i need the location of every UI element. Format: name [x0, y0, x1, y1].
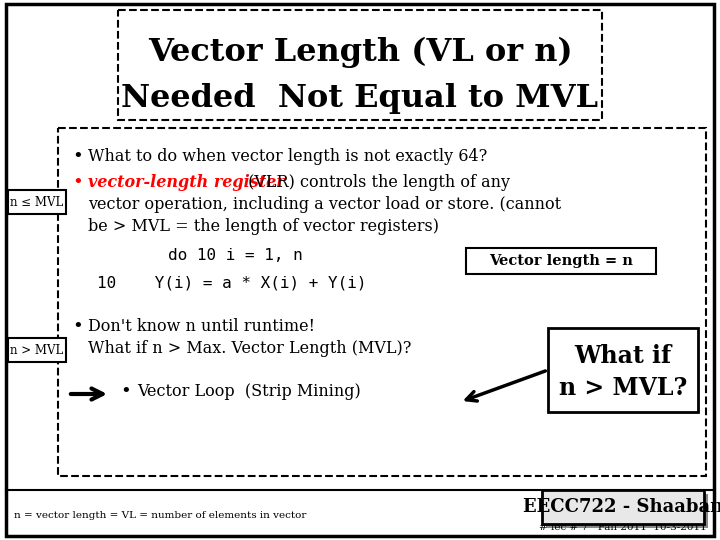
- Text: What if n > Max. Vector Length (MVL)?: What if n > Max. Vector Length (MVL)?: [88, 340, 411, 357]
- Bar: [8, 190, 66, 214]
- Text: Don't know n until runtime!: Don't know n until runtime!: [88, 318, 315, 335]
- Bar: [548, 328, 698, 412]
- Bar: [542, 490, 704, 524]
- Text: do 10 i = 1, n: do 10 i = 1, n: [168, 248, 302, 263]
- Text: Vector length = n: Vector length = n: [489, 254, 633, 268]
- Text: n > MVL?: n > MVL?: [559, 376, 687, 400]
- Bar: [466, 248, 656, 274]
- Bar: [546, 494, 708, 528]
- Text: # lec # 7   Fall 2011  10-3-2011: # lec # 7 Fall 2011 10-3-2011: [539, 523, 707, 531]
- Text: Vector Loop  (Strip Mining): Vector Loop (Strip Mining): [137, 383, 361, 400]
- Text: What if: What if: [575, 344, 672, 368]
- Text: be > MVL = the length of vector registers): be > MVL = the length of vector register…: [88, 218, 439, 235]
- Text: (VLR) controls the length of any: (VLR) controls the length of any: [243, 174, 510, 191]
- Text: EECC722 - Shaaban: EECC722 - Shaaban: [523, 498, 720, 516]
- Text: 10    Y(i) = a * X(i) + Y(i): 10 Y(i) = a * X(i) + Y(i): [97, 276, 366, 291]
- Text: •: •: [72, 148, 83, 166]
- Text: n = vector length = VL = number of elements in vector: n = vector length = VL = number of eleme…: [14, 511, 307, 521]
- Text: What to do when vector length is not exactly 64?: What to do when vector length is not exa…: [88, 148, 487, 165]
- Bar: [8, 338, 66, 362]
- Text: •: •: [72, 174, 83, 192]
- Text: Vector Length (VL or n): Vector Length (VL or n): [148, 36, 572, 68]
- Bar: [58, 128, 706, 476]
- Text: n > MVL: n > MVL: [10, 343, 63, 356]
- Text: vector-length register: vector-length register: [88, 174, 284, 191]
- Bar: [118, 10, 602, 120]
- Text: Needed  Not Equal to MVL: Needed Not Equal to MVL: [122, 83, 598, 113]
- Text: •: •: [72, 318, 83, 336]
- Text: vector operation, including a vector load or store. (cannot: vector operation, including a vector loa…: [88, 196, 561, 213]
- Text: n ≤ MVL: n ≤ MVL: [10, 195, 63, 208]
- Text: •: •: [120, 383, 131, 401]
